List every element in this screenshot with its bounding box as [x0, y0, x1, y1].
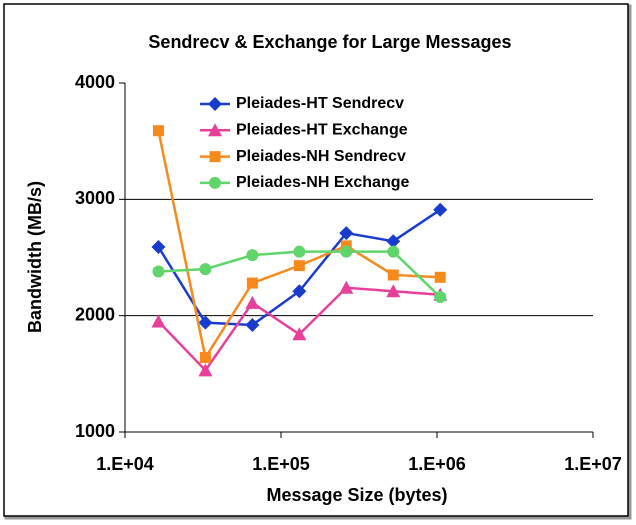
- data-point: [152, 265, 165, 278]
- x-tick-label: 1.E+05: [252, 454, 310, 474]
- data-point: [340, 245, 353, 258]
- y-tick-label: 2000: [75, 304, 115, 324]
- data-point: [386, 284, 401, 298]
- legend-label: Pleiades-NH Sendrecv: [236, 148, 406, 165]
- data-point: [292, 284, 307, 299]
- data-point: [151, 314, 166, 328]
- data-point: [198, 363, 213, 377]
- data-point: [387, 245, 400, 258]
- legend-marker: [209, 176, 221, 189]
- data-point: [293, 245, 306, 258]
- chart-frame: [3, 3, 629, 517]
- data-point: [199, 352, 211, 364]
- data-point: [292, 327, 307, 341]
- data-point: [434, 271, 446, 283]
- legend-label: Pleiades-HT Sendrecv: [236, 95, 404, 112]
- data-point: [198, 315, 213, 330]
- data-point: [339, 280, 354, 294]
- data-point: [199, 263, 212, 276]
- data-point: [387, 269, 399, 281]
- x-tick-label: 1.E+06: [408, 454, 466, 474]
- legend-marker: [209, 151, 221, 163]
- legend-marker: [208, 97, 222, 111]
- y-tick-label: 1000: [75, 421, 115, 441]
- data-point: [433, 202, 448, 217]
- data-point: [434, 291, 447, 304]
- legend-label: Pleiades-HT Exchange: [236, 122, 408, 139]
- data-point: [293, 260, 305, 272]
- x-tick-label: 1.E+04: [96, 454, 154, 474]
- data-point: [246, 277, 258, 289]
- data-point: [339, 226, 354, 241]
- y-tick-label: 4000: [75, 72, 115, 92]
- y-tick-label: 3000: [75, 188, 115, 208]
- data-point: [386, 234, 401, 249]
- data-point: [151, 240, 166, 255]
- data-point: [152, 125, 164, 137]
- data-point: [245, 317, 260, 332]
- x-tick-label: 1.E+07: [564, 454, 622, 474]
- chart-title: Sendrecv & Exchange for Large Messages: [148, 32, 511, 52]
- legend-marker: [208, 123, 222, 137]
- data-point: [246, 249, 259, 262]
- x-axis-label: Message Size (bytes): [266, 485, 447, 505]
- legend-label: Pleiades-NH Exchange: [236, 174, 410, 191]
- y-axis-label: Bandwidth (MB/s): [25, 181, 45, 333]
- data-point: [245, 295, 260, 309]
